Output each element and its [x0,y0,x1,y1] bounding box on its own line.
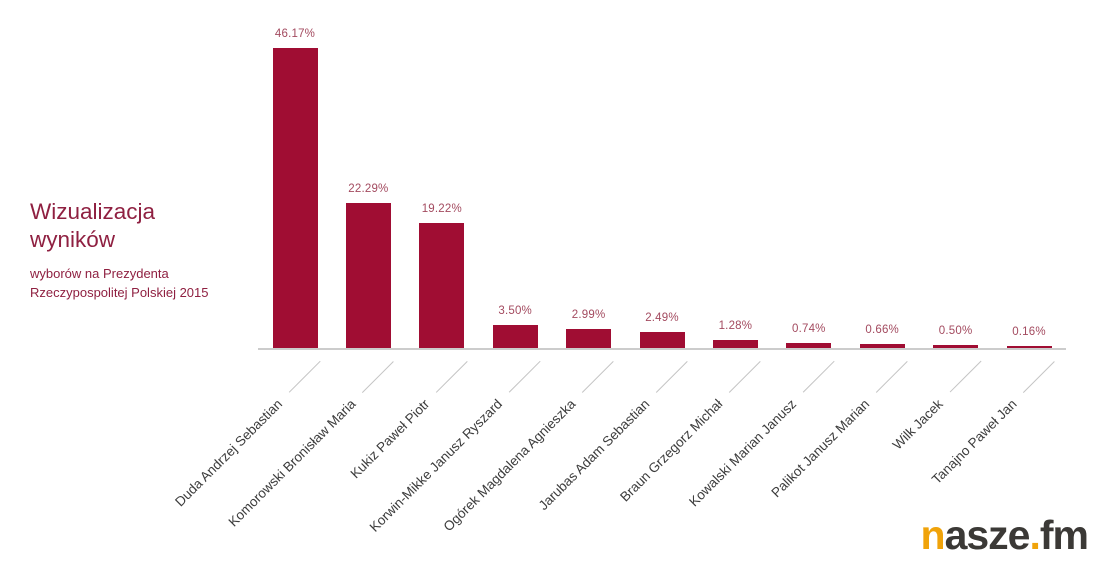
bar-value-label: 3.50% [498,305,532,317]
bar [859,344,905,348]
category-tick-line [729,360,762,393]
logo-text-asze: asze [944,512,1031,558]
bar [492,325,538,348]
category-label: Kukiz Paweł Piotr [347,356,472,481]
nasze-fm-logo: nasze.fm [920,512,1089,558]
bar [1006,346,1052,348]
chart-subtitle: wyborów na Prezydenta Rzeczypospolitej P… [30,266,209,300]
chart-title-block: Wizualizacja wyników wyborów na Prezyden… [30,198,235,302]
bar-value-label: 0.16% [1012,326,1046,338]
chart-title: Wizualizacja wyników [30,199,156,252]
category-label-text: Wilk Jacek [889,396,946,453]
bar [345,203,391,348]
bar-value-label: 22.29% [348,183,389,195]
bar-value-label: 1.28% [718,320,753,332]
bar [419,223,465,348]
category-label: Duda Andrzej Sebastian [172,356,325,509]
bar [712,340,758,348]
category-tick-line [1022,360,1055,393]
logo-text-fm: fm [1039,512,1089,558]
bar [786,343,832,348]
category-label-text: Korwin-Mikke Janusz Ryszard [367,396,506,535]
category-label: Jarubas Adam Sebastian [536,356,693,513]
category-label: Braun Grzegorz Michał [617,356,766,505]
category-label: Komorowski Bronisław Maria [226,356,399,529]
bar-value-label: 0.50% [938,325,973,337]
bar-value-label: 2.49% [645,312,679,324]
category-tick-line [876,360,908,393]
bar-value-label: 0.74% [791,323,826,335]
category-tick-line [655,360,688,393]
category-label: Kowalski Marian Janusz [686,356,839,509]
bar [272,48,318,348]
category-label: Tanajno Paweł Jan [929,356,1060,487]
category-tick-line [949,360,982,393]
category-label: Palikot Janusz Marian [769,356,913,500]
category-tick-line [582,360,615,393]
bar [639,332,685,348]
logo-letter-n: n [920,512,946,558]
category-label-text: Ogórek Magdalena Agnieszka [440,396,579,535]
bar [566,329,612,348]
category-label-text: Komorowski Bronisław Maria [225,396,359,530]
logo-dot: . [1029,512,1040,558]
category-tick-line [435,360,468,393]
bar-value-label: 0.66% [865,324,899,336]
category-tick-line [802,360,835,393]
category-tick-line [362,360,395,393]
bar-value-label: 2.99% [571,309,606,321]
category-tick-line [288,360,321,393]
x-axis-line [258,348,1066,350]
category-tick-line [509,360,541,393]
bar [933,345,979,348]
bar-value-label: 19.22% [421,203,462,215]
category-label-text: Kukiz Paweł Piotr [347,396,433,482]
bar-value-label: 46.17% [274,28,316,40]
